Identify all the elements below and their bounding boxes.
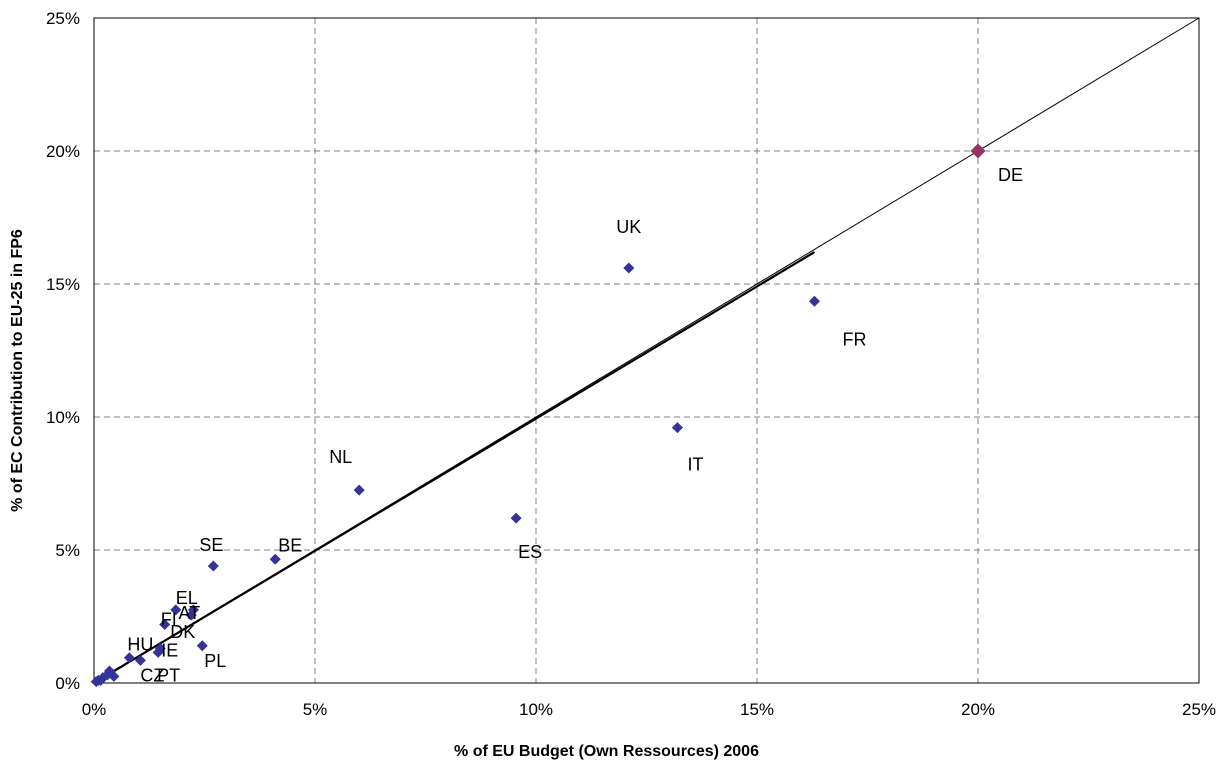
point-dk xyxy=(185,609,197,621)
x-tick-label: 5% xyxy=(303,700,328,719)
y-tick-label: 10% xyxy=(46,408,80,427)
point-se xyxy=(207,560,219,572)
point-label-fi: FI xyxy=(161,609,177,629)
point-be xyxy=(269,553,281,565)
point-label-se: SE xyxy=(199,535,223,555)
x-tick-label: 0% xyxy=(82,700,107,719)
point-label-at: AT xyxy=(178,603,200,623)
point-it xyxy=(671,422,683,434)
point-fi xyxy=(159,618,171,630)
plot-area-border xyxy=(93,17,1200,684)
point-es xyxy=(510,512,522,524)
point-label-hu: HU xyxy=(127,635,153,655)
point-nl xyxy=(353,484,365,496)
point-label-pl: PL xyxy=(204,651,226,671)
y-tick-label: 0% xyxy=(55,674,80,693)
point-label-cz: CZ xyxy=(140,665,164,685)
point-label-it: IT xyxy=(687,455,703,475)
x-axis-ticks: 0% 5% 10% 15% 20% 25% xyxy=(82,700,1216,719)
point-uk xyxy=(623,262,635,274)
point-label-de: DE xyxy=(998,165,1023,185)
point-hu xyxy=(123,652,135,664)
y-tick-label: 15% xyxy=(46,275,80,294)
y-tick-label: 25% xyxy=(46,9,80,28)
y-axis-title: % of EC Contribution to EU-25 in FP6 xyxy=(9,229,26,512)
point-label-ie: IE xyxy=(161,640,178,660)
point-label-uk: UK xyxy=(616,217,641,237)
point-label-be: BE xyxy=(278,535,302,555)
x-tick-label: 25% xyxy=(1182,700,1216,719)
point-pt xyxy=(152,646,164,658)
reference-lines xyxy=(93,17,1200,684)
point-label-el: EL xyxy=(176,588,198,608)
point-label-es: ES xyxy=(518,542,542,562)
x-tick-label: 15% xyxy=(740,700,774,719)
point-el xyxy=(170,604,182,616)
point-unlabeled xyxy=(95,674,107,686)
point-label-pt: PT xyxy=(157,665,180,685)
y-tick-label: 5% xyxy=(55,541,80,560)
x-axis-title: % of EU Budget (Own Ressources) 2006 xyxy=(454,743,759,760)
data-points xyxy=(90,143,986,688)
point-label-nl: NL xyxy=(329,447,352,467)
point-label-dk: DK xyxy=(170,622,195,642)
point-fr xyxy=(808,295,820,307)
gridlines xyxy=(94,18,1199,683)
x-tick-label: 20% xyxy=(961,700,995,719)
x-tick-label: 10% xyxy=(519,700,553,719)
trend-line xyxy=(93,251,816,684)
point-cz xyxy=(134,654,146,666)
y-tick-label: 20% xyxy=(46,142,80,161)
point-label-fr: FR xyxy=(842,329,866,349)
point-de xyxy=(970,143,986,159)
y-axis-ticks: 0% 5% 10% 15% 20% 25% xyxy=(46,9,80,693)
point-unlabeled xyxy=(108,670,120,682)
point-pl xyxy=(196,640,208,652)
